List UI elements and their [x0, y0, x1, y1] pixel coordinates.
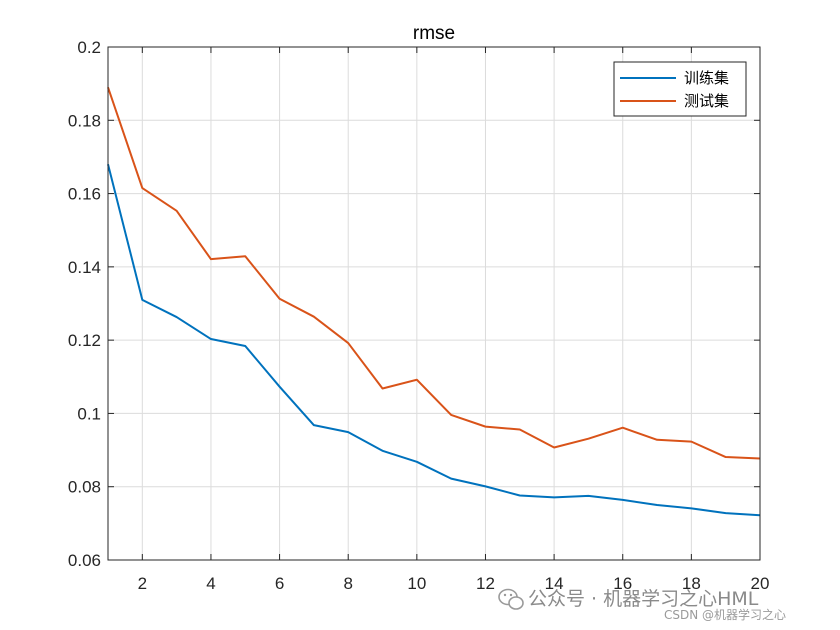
series-layer: [107, 86, 761, 517]
wechat-icon: [498, 588, 524, 610]
legend: 训练集 测试集: [613, 61, 747, 117]
series-line-train: [107, 164, 761, 517]
x-tick-label: 16: [613, 574, 632, 593]
x-tick-label: 14: [545, 574, 564, 593]
y-tick-label: 0.2: [77, 38, 101, 57]
legend-label-test: 测试集: [684, 92, 729, 110]
watermark-main-text: 公众号 · 机器学习之心HML: [528, 588, 759, 610]
x-tick-label: 6: [275, 574, 284, 593]
y-tick-label: 0.12: [68, 331, 101, 350]
x-tick-label: 18: [682, 574, 701, 593]
y-tick-label: 0.14: [68, 258, 101, 277]
plot-frame: [107, 46, 761, 561]
x-tick-label: 2: [138, 574, 147, 593]
legend-label-train: 训练集: [684, 69, 729, 87]
y-tick-label: 0.08: [68, 478, 101, 497]
series-line-test: [107, 86, 761, 460]
y-tick-label: 0.1: [77, 404, 101, 423]
legend-box: [613, 61, 747, 117]
watermark: 公众号 · 机器学习之心HML CSDN @机器学习之心: [498, 588, 786, 622]
x-tick-label: 10: [407, 574, 426, 593]
y-tick-label: 0.18: [68, 111, 101, 130]
x-tick-label: 20: [751, 574, 770, 593]
watermark-sub-text: CSDN @机器学习之心: [664, 607, 786, 622]
y-tick-label: 0.16: [68, 185, 101, 204]
y-tick-label: 0.06: [68, 551, 101, 570]
x-tick-label: 8: [343, 574, 352, 593]
x-tick-label: 12: [476, 574, 495, 593]
tick-layer: 2 4 6 8 10 12 14 16 18 20 0.06 0.08 0.1 0.12 0.14 0.16 0…: [68, 38, 770, 593]
x-tick-label: 4: [206, 574, 215, 593]
chart-title: rmse: [413, 23, 455, 44]
